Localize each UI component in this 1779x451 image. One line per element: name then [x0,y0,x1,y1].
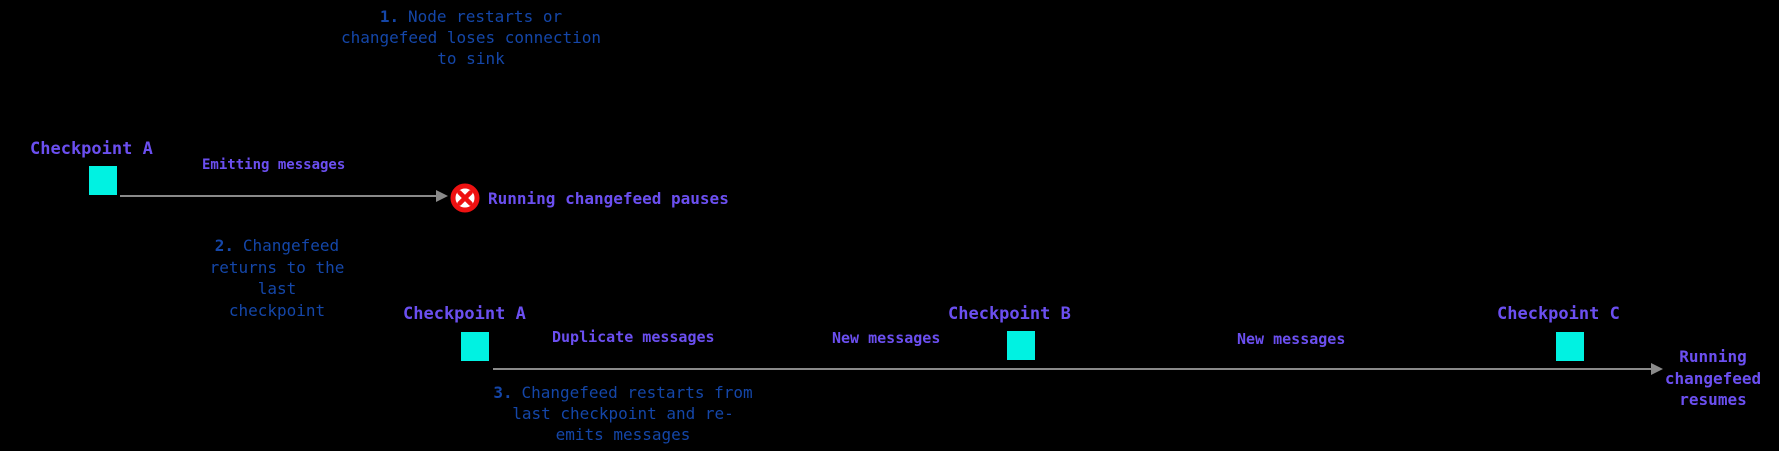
resume-line2: changefeed [1664,368,1762,388]
new-messages-label-2: New messages [1237,330,1346,348]
checkpoint-a-top-marker [89,166,117,195]
step1-line2: changefeed loses connection [340,28,602,47]
timeline-top-arrowhead [436,190,448,202]
timeline-top-arrow [120,195,438,197]
step3-line1-text: Changefeed restarts from [521,383,753,402]
checkpoint-a-bottom-marker [461,332,489,361]
duplicate-messages-label: Duplicate messages [552,328,715,346]
timeline-bottom-arrow [493,368,1653,370]
resume-line3: resumes [1679,390,1747,409]
step2-note: 2. Changefeed returns to the last checkpo… [167,235,387,322]
checkpoint-a-top-label: Checkpoint A [30,139,153,159]
step3-line1: 3. Changefeed restarts from [473,382,773,403]
step2-line4: checkpoint [228,301,326,321]
step2-line2: returns to the [209,257,345,277]
step1-line1-text: Node restarts or [407,7,563,26]
timeline-bottom-arrowhead [1651,363,1663,375]
step2-number: 2. [214,236,235,255]
resume-status-label: Running changefeed resumes [1660,346,1766,411]
checkpoint-a-bottom-label: Checkpoint A [403,304,526,324]
checkpoint-b-label: Checkpoint B [948,304,1071,324]
circle-x-error-icon [450,183,480,213]
new-messages-label-1: New messages [832,329,941,347]
checkpoint-c-marker [1556,332,1584,361]
resume-line1: Running [1679,347,1747,366]
step1-line3: to sink [437,49,505,68]
step2-line3: last [257,279,297,299]
step1-line1: 1. Node restarts or [321,6,621,27]
emitting-messages-label: Emitting messages [202,157,346,173]
step3-number: 3. [493,383,513,402]
step3-note: 3. Changefeed restarts from last checkpoi… [473,382,773,445]
step1-number: 1. [379,7,400,26]
step2-line1: 2. Changefeed [167,235,387,257]
pause-status-label: Running changefeed pauses [488,189,729,208]
step1-note: 1. Node restarts or changefeed loses conn… [321,6,621,69]
checkpoint-c-label: Checkpoint C [1497,304,1620,324]
step2-line1-text: Changefeed [242,236,340,255]
checkpoint-b-marker [1007,331,1035,360]
step3-line2: last checkpoint and re- [512,404,734,423]
step3-line3: emits messages [555,425,691,444]
